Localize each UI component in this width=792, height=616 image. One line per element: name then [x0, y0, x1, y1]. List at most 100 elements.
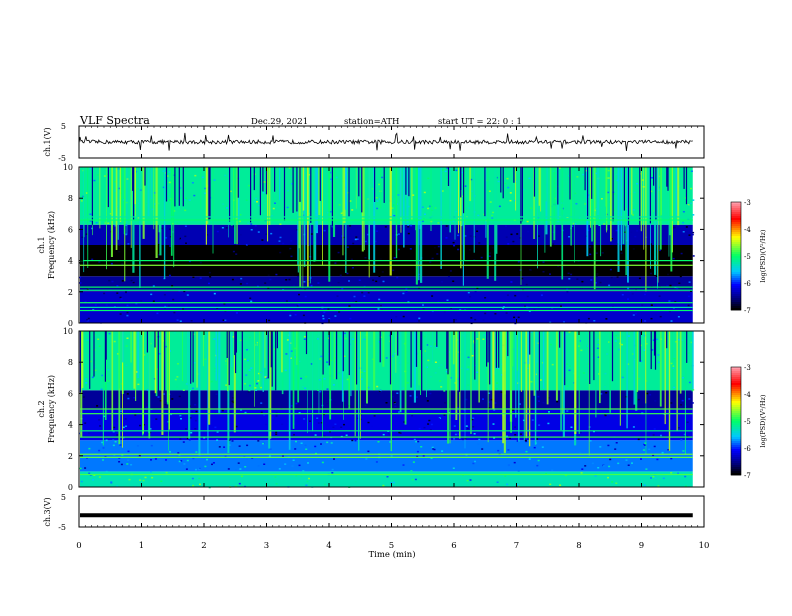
spectrogram-pixel [123, 391, 126, 393]
spectrogram-pixel [228, 444, 231, 446]
spectrogram-pixel [549, 343, 552, 346]
spectrogram-pixel [448, 412, 451, 414]
spectrogram-pixel [604, 414, 607, 417]
sferic-streak [111, 167, 113, 257]
spectrogram-pixel [534, 177, 537, 180]
spectrogram-pixel [316, 417, 319, 419]
spectrogram-pixel [191, 411, 194, 413]
spectrogram-pixel [118, 187, 121, 190]
spectrogram-pixel [452, 467, 455, 469]
spectrogram-pixel [122, 426, 125, 429]
spectrogram-pixel [101, 374, 104, 377]
spectrogram-pixel [208, 239, 211, 241]
spectrogram-pixel [160, 480, 163, 482]
spectrogram-pixel [489, 252, 492, 254]
spectrogram-pixel [176, 376, 179, 378]
spectrogram-pixel [540, 294, 543, 296]
colorbar-swatch [731, 409, 741, 412]
spectrogram-pixel [667, 273, 670, 276]
colorbar-swatch [731, 441, 741, 444]
spectrogram-pixel [274, 202, 276, 204]
sferic-streak [314, 167, 317, 262]
spectrogram-pixel [489, 201, 492, 203]
dark-gap [165, 167, 168, 202]
dark-gap [144, 167, 146, 186]
spectrogram-pixel [286, 339, 289, 341]
sferic-streak [528, 331, 531, 447]
dark-gap [241, 331, 243, 393]
spectrogram-pixel [434, 343, 437, 345]
spectrogram-pixel [170, 413, 173, 416]
dark-gap [685, 167, 688, 205]
spectrogram-pixel [186, 294, 189, 296]
dark-gap [274, 167, 276, 192]
spectrogram-pixel [346, 378, 349, 381]
colorbar-swatch [731, 268, 741, 271]
sferic-streak [318, 331, 320, 414]
sferic-streak [212, 167, 214, 254]
spectrogram-pixel [644, 444, 647, 446]
spectrogram-pixel [688, 381, 691, 384]
spectrogram-pixel [100, 388, 103, 391]
spectrogram-pixel [188, 199, 191, 201]
spectrogram-pixel [414, 478, 417, 481]
colorbar-label: log(PSD)(V²/Hz) [759, 229, 767, 282]
colorbar-swatch [731, 405, 741, 408]
colorbar-swatch [731, 278, 741, 281]
ch3-frame [78, 495, 705, 528]
spectrogram-pixel [688, 398, 691, 400]
spectrogram-pixel [216, 431, 219, 433]
sferic-streak [620, 167, 622, 251]
spectrogram-pixel [147, 273, 150, 275]
spectrogram-pixel [362, 310, 365, 313]
sferic-streak [155, 331, 158, 397]
spectrogram-pixel [138, 454, 141, 457]
spectrogram-pixel [659, 315, 662, 318]
spectrogram-pixel [432, 448, 435, 450]
spectrogram-pixel [174, 246, 177, 248]
spectrogram-pixel [538, 400, 540, 402]
spectrogram-pixel [429, 376, 432, 378]
spectrogram-pixel [631, 372, 634, 374]
spectrogram-pixel [529, 269, 532, 271]
spectrogram-pixel [422, 455, 425, 457]
sferic-streak [645, 167, 647, 292]
spectrogram-pixel [222, 319, 225, 321]
spectrogram-pixel [110, 416, 113, 418]
spectrogram-pixel [91, 376, 94, 379]
spectrogram-pixel [132, 281, 135, 284]
spectrogram-pixel [488, 407, 491, 409]
spectrogram-pixel [389, 441, 392, 443]
sferic-streak [574, 167, 575, 263]
spectrogram-pixel [106, 266, 109, 268]
spectrogram-pixel [409, 248, 412, 250]
colorbar-swatch [731, 292, 741, 295]
spectrogram-pixel [279, 236, 282, 239]
spectrogram-pixel [488, 190, 491, 192]
sferic-streak [395, 167, 398, 259]
dark-gap [538, 331, 540, 391]
spectrogram-pixel [232, 401, 235, 404]
spectrogram-pixel [336, 295, 339, 297]
colorbar-swatch [731, 262, 741, 265]
spectrogram-pixel [391, 207, 394, 209]
spectrogram-pixel [643, 484, 646, 486]
spectrogram-pixel [471, 355, 474, 357]
dark-gap [262, 167, 264, 192]
sferic-streak [691, 331, 694, 390]
spectrogram-pixel [168, 171, 171, 173]
spectrogram-pixel [298, 293, 300, 296]
spectrogram-pixel [420, 398, 423, 400]
sferic-streak [99, 167, 101, 229]
sferic-streak [139, 167, 141, 288]
spectrogram-pixel [670, 362, 673, 365]
spectrogram-pixel [689, 202, 692, 205]
sferic-streak [478, 331, 480, 403]
spectrogram-pixel [256, 341, 258, 344]
spectrogram-pixel [477, 214, 480, 217]
colorbar-swatch [731, 226, 741, 229]
spectrogram-pixel [262, 191, 265, 194]
spectrogram-pixel [338, 204, 341, 206]
spectrogram-pixel [318, 379, 321, 381]
